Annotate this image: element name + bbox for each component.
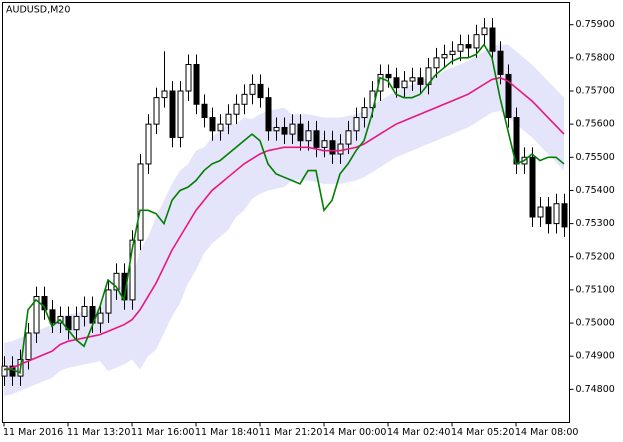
- y-tick-label: 0.75900: [576, 19, 615, 30]
- candle-body: [321, 140, 328, 148]
- candle-body: [497, 50, 504, 75]
- y-tick-label: 0.74800: [576, 384, 615, 395]
- candle-body: [313, 130, 320, 148]
- candle-body: [25, 332, 32, 361]
- candle-body: [153, 97, 160, 125]
- candle-body: [225, 113, 232, 125]
- candle-body: [81, 305, 88, 317]
- candle-body: [169, 90, 176, 138]
- candle-body: [257, 83, 264, 99]
- candle-body: [537, 206, 544, 218]
- candle-body: [305, 130, 312, 142]
- y-tick-label: 0.75000: [576, 318, 615, 329]
- candle-body: [105, 289, 112, 314]
- candle-body: [73, 315, 80, 331]
- indicator-line: [3, 76, 565, 371]
- candle-body: [345, 130, 352, 145]
- y-tick-label: 0.75500: [576, 152, 615, 163]
- y-tick-label: 0.75400: [576, 185, 615, 196]
- x-tick-label: 11 Mar 16:00: [131, 427, 194, 438]
- candle-body: [49, 309, 56, 324]
- x-tick-label: 11 Mar 21:20: [259, 427, 322, 438]
- x-tick-label: 11 Mar 18:40: [195, 427, 258, 438]
- candle-body: [193, 63, 200, 105]
- x-tick-label: 14 Mar 00:00: [323, 427, 386, 438]
- candle-body: [481, 27, 488, 36]
- candle-body: [385, 73, 392, 79]
- candle-body: [1, 365, 8, 377]
- candle-body: [329, 140, 336, 155]
- x-tick-label: 14 Mar 02:40: [387, 427, 450, 438]
- candle-body: [457, 44, 464, 52]
- candle-body: [409, 77, 416, 82]
- candle-body: [201, 103, 208, 119]
- candle-body: [449, 50, 456, 56]
- candle-body: [401, 80, 408, 89]
- candle-body: [545, 206, 552, 225]
- y-tick-label: 0.74900: [576, 351, 615, 362]
- candle-body: [241, 93, 248, 105]
- candle-body: [417, 77, 424, 85]
- candle-body: [353, 117, 360, 132]
- y-tick-label: 0.75300: [576, 218, 615, 229]
- candle-body: [377, 73, 384, 92]
- candle-body: [473, 34, 480, 49]
- candle-body: [97, 312, 104, 324]
- candle-body: [393, 77, 400, 89]
- candle-body: [137, 163, 144, 241]
- candle-body: [265, 97, 272, 132]
- candle-body: [249, 83, 256, 95]
- candle-body: [113, 272, 120, 291]
- candle-body: [337, 143, 344, 155]
- x-tick-label: 11 Mar 2016: [3, 427, 63, 438]
- candle-body: [361, 107, 368, 119]
- candle-body: [489, 27, 496, 52]
- indicator-line: [4, 43, 565, 374]
- x-tick-label: 14 Mar 08:00: [515, 427, 578, 438]
- candle-body: [297, 123, 304, 142]
- candle-body: [161, 90, 168, 99]
- y-tick-label: 0.75800: [576, 52, 615, 63]
- candle-body: [289, 123, 296, 135]
- candle-body: [561, 203, 568, 228]
- y-tick-label: 0.75600: [576, 119, 615, 130]
- candle-body: [209, 117, 216, 132]
- candle-body: [129, 239, 136, 301]
- candle-body: [465, 44, 472, 49]
- candle-body: [433, 57, 440, 69]
- candle-body: [441, 54, 448, 59]
- candle-body: [529, 156, 536, 218]
- x-tick-label: 14 Mar 05:20: [451, 427, 514, 438]
- y-tick-label: 0.75200: [576, 251, 615, 262]
- candle-body: [273, 126, 280, 132]
- x-tick-label: 11 Mar 13:20: [67, 427, 130, 438]
- candle-body: [145, 123, 152, 165]
- y-tick-label: 0.75100: [576, 284, 615, 295]
- candle-body: [233, 103, 240, 115]
- candle-body: [217, 123, 224, 132]
- candle-body: [553, 203, 560, 225]
- candle-body: [505, 73, 512, 119]
- candle-body: [177, 90, 184, 138]
- chart-title: AUDUSD,M20: [6, 5, 70, 16]
- band-area: [4, 44, 564, 396]
- candle-body: [33, 296, 40, 334]
- candle-body: [281, 126, 288, 135]
- y-tick-label: 0.75700: [576, 86, 615, 97]
- candle-body: [185, 63, 192, 92]
